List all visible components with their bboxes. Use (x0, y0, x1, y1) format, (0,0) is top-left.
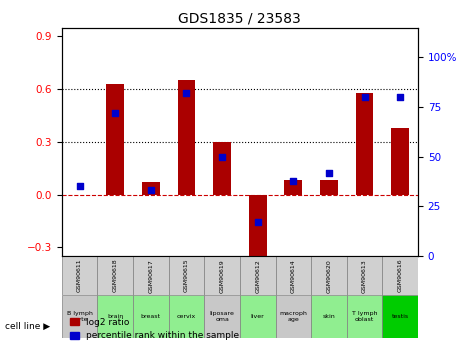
Point (218, 154, 226, 159)
Text: breast: breast (141, 314, 161, 319)
Bar (249, 195, 266, 261)
Bar (213, 142, 231, 195)
Text: T lymph
oblast: T lymph oblast (352, 311, 377, 322)
Legend: log2 ratio, percentile rank within the sample: log2 ratio, percentile rank within the s… (66, 314, 243, 344)
Point (254, 219, 261, 225)
Text: GSM90620: GSM90620 (326, 259, 332, 293)
Text: GSM90619: GSM90619 (219, 259, 225, 293)
FancyBboxPatch shape (276, 295, 311, 338)
FancyBboxPatch shape (347, 256, 382, 295)
Point (147, 188, 155, 193)
FancyBboxPatch shape (204, 295, 240, 338)
Text: GSM90615: GSM90615 (184, 259, 189, 293)
Bar (356, 92, 373, 195)
Text: skin: skin (323, 314, 335, 319)
FancyBboxPatch shape (311, 256, 347, 295)
FancyBboxPatch shape (240, 256, 276, 295)
Text: GSM90616: GSM90616 (398, 259, 403, 293)
Bar (285, 180, 302, 195)
Text: brain: brain (107, 314, 124, 319)
Text: GSM90614: GSM90614 (291, 259, 296, 293)
Point (182, 90, 190, 96)
FancyBboxPatch shape (382, 295, 418, 338)
FancyBboxPatch shape (133, 256, 169, 295)
Text: testis: testis (391, 314, 409, 319)
FancyBboxPatch shape (347, 295, 382, 338)
Point (396, 94, 404, 100)
FancyBboxPatch shape (133, 295, 169, 338)
Text: cell line ▶: cell line ▶ (5, 322, 50, 331)
FancyBboxPatch shape (169, 295, 204, 338)
FancyBboxPatch shape (62, 256, 97, 295)
Title: GDS1835 / 23583: GDS1835 / 23583 (179, 11, 301, 25)
FancyBboxPatch shape (240, 295, 276, 338)
Point (76, 184, 84, 189)
FancyBboxPatch shape (204, 256, 240, 295)
Text: liposare
oma: liposare oma (209, 311, 235, 322)
Text: cervix: cervix (177, 314, 196, 319)
FancyBboxPatch shape (169, 256, 204, 295)
Point (289, 178, 297, 183)
Text: GSM90611: GSM90611 (77, 259, 82, 293)
Bar (320, 180, 338, 195)
Text: liver: liver (251, 314, 265, 319)
Bar (106, 84, 124, 195)
Bar (178, 80, 195, 195)
Text: B lymph
ocyte: B lymph ocyte (66, 311, 93, 322)
FancyBboxPatch shape (311, 295, 347, 338)
Point (361, 94, 369, 100)
Text: GSM90612: GSM90612 (255, 259, 260, 293)
FancyBboxPatch shape (97, 295, 133, 338)
Point (111, 110, 119, 116)
FancyBboxPatch shape (97, 256, 133, 295)
Bar (391, 128, 409, 195)
Bar (142, 182, 160, 195)
FancyBboxPatch shape (382, 256, 418, 295)
Text: GSM90613: GSM90613 (362, 259, 367, 293)
FancyBboxPatch shape (62, 295, 97, 338)
Point (325, 170, 332, 175)
Text: GSM90618: GSM90618 (113, 259, 118, 293)
FancyBboxPatch shape (276, 256, 311, 295)
Text: GSM90617: GSM90617 (148, 259, 153, 293)
Text: macroph
age: macroph age (279, 311, 307, 322)
